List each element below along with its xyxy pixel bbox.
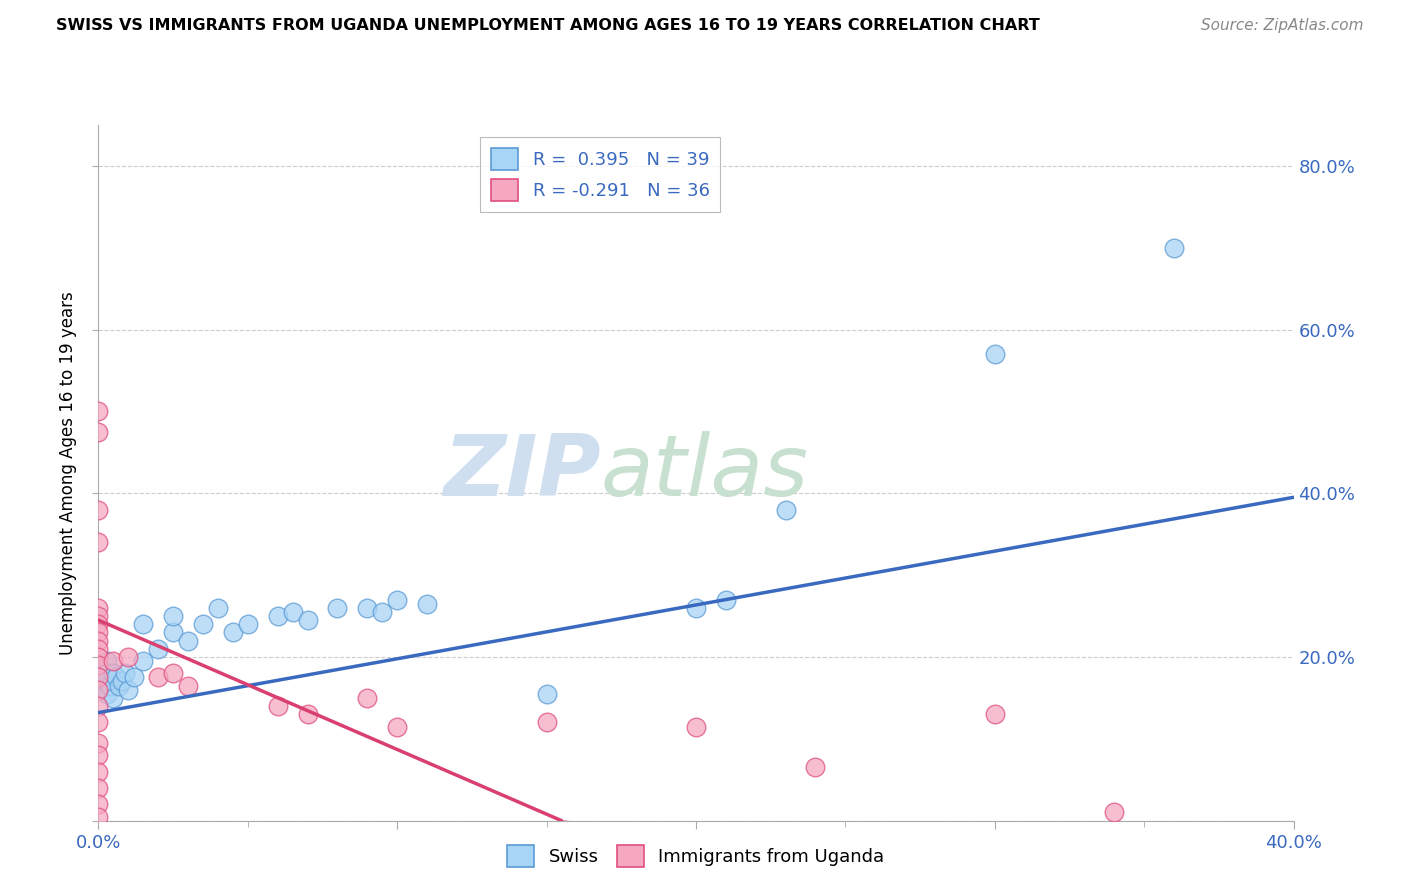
Point [87, 641, 110, 656]
Point [148, 641, 170, 656]
Point [100, 679, 122, 693]
Point [385, 719, 409, 733]
Point [87, 764, 110, 779]
Point [105, 670, 128, 684]
Point [267, 699, 290, 714]
Point [685, 600, 707, 615]
Point [87, 780, 110, 795]
Point [103, 690, 125, 705]
Point [267, 609, 290, 624]
Point [87, 425, 110, 439]
Point [984, 347, 1007, 361]
Point [804, 760, 827, 774]
Legend: Swiss, Immigrants from Uganda: Swiss, Immigrants from Uganda [501, 838, 891, 874]
Point [1163, 241, 1185, 255]
Point [103, 654, 125, 668]
Point [714, 592, 737, 607]
Point [108, 679, 131, 693]
Point [96, 687, 118, 701]
Point [297, 707, 319, 722]
Point [87, 502, 110, 516]
Point [281, 605, 304, 619]
Point [371, 605, 394, 619]
Point [87, 670, 110, 684]
Text: atlas: atlas [600, 431, 808, 515]
Point [90, 662, 112, 676]
Point [356, 600, 378, 615]
Point [385, 592, 409, 607]
Point [87, 404, 110, 418]
Text: Source: ZipAtlas.com: Source: ZipAtlas.com [1201, 18, 1364, 33]
Point [87, 649, 110, 664]
Point [162, 625, 184, 640]
Point [103, 666, 125, 681]
Point [87, 715, 110, 730]
Text: SWISS VS IMMIGRANTS FROM UGANDA UNEMPLOYMENT AMONG AGES 16 TO 19 YEARS CORRELATI: SWISS VS IMMIGRANTS FROM UGANDA UNEMPLOY… [56, 18, 1040, 33]
Point [87, 797, 110, 812]
Point [685, 719, 707, 733]
Point [87, 609, 110, 624]
Point [87, 699, 110, 714]
Point [87, 670, 110, 684]
Point [87, 633, 110, 648]
Point [124, 670, 146, 684]
Point [111, 674, 134, 689]
Point [162, 666, 184, 681]
Point [87, 625, 110, 640]
Point [87, 809, 110, 823]
Point [775, 502, 797, 516]
Point [96, 654, 118, 668]
Point [984, 707, 1007, 722]
Point [148, 670, 170, 684]
Point [416, 597, 439, 611]
Point [222, 625, 245, 640]
Point [87, 682, 110, 697]
Point [162, 609, 184, 624]
Point [87, 682, 110, 697]
Point [326, 600, 349, 615]
Point [356, 690, 378, 705]
Point [87, 535, 110, 549]
Point [93, 674, 115, 689]
Text: ZIP: ZIP [443, 431, 600, 515]
Point [207, 600, 229, 615]
Point [536, 687, 558, 701]
Point [1104, 805, 1126, 820]
Point [117, 649, 139, 664]
Point [177, 679, 200, 693]
Point [87, 748, 110, 763]
Point [132, 617, 155, 632]
Point [536, 715, 558, 730]
Y-axis label: Unemployment Among Ages 16 to 19 years: Unemployment Among Ages 16 to 19 years [59, 291, 77, 655]
Point [132, 654, 155, 668]
Point [114, 666, 136, 681]
Point [87, 600, 110, 615]
Point [191, 617, 214, 632]
Point [87, 736, 110, 750]
Point [236, 617, 259, 632]
Point [177, 633, 200, 648]
Point [297, 613, 319, 627]
Point [87, 658, 110, 673]
Point [87, 617, 110, 632]
Point [117, 682, 139, 697]
